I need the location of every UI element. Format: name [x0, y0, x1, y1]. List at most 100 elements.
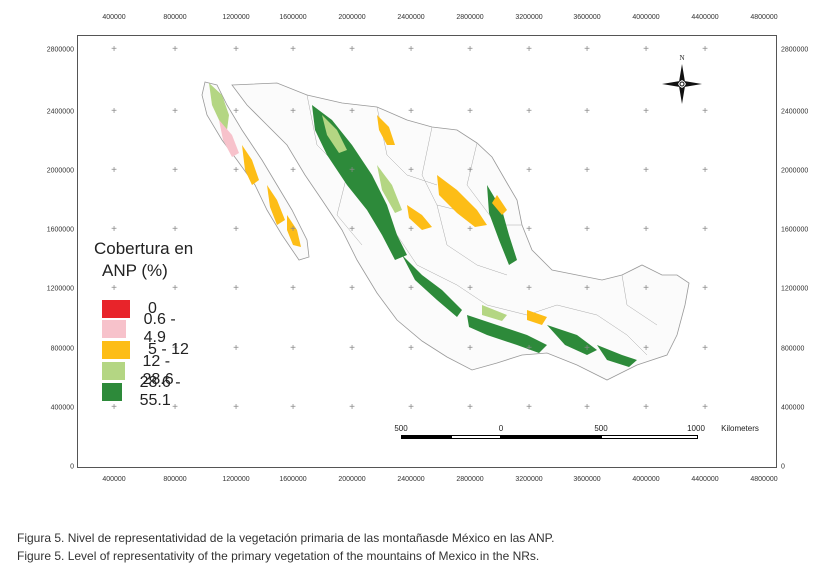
grid-cross: +: [233, 44, 239, 55]
legend-swatch: [102, 383, 122, 401]
grid-cross: +: [290, 343, 296, 354]
grid-cross: +: [526, 106, 532, 117]
grid-cross: +: [526, 44, 532, 55]
top-x-tick: 1600000: [279, 14, 307, 21]
grid-cross: +: [526, 283, 532, 294]
legend-swatch: [102, 320, 126, 338]
top-x-tick: 400000: [102, 14, 126, 21]
legend-label: 12 - 28.6: [142, 353, 174, 388]
grid-cross: +: [643, 106, 649, 117]
legend-title: Cobertura en ANP (%): [94, 238, 193, 282]
bottom-x-tick: 4800000: [750, 476, 778, 483]
grid-cross: +: [643, 402, 649, 413]
top-x-tick: 2000000: [338, 14, 366, 21]
grid-cross: +: [349, 106, 355, 117]
north-label: N: [679, 54, 684, 62]
grid-cross: +: [467, 44, 473, 55]
grid-cross: +: [172, 402, 178, 413]
top-x-tick: 2800000: [456, 14, 484, 21]
legend: Cobertura en ANP (%) 0 0.6 - 4.9 5 - 12 …: [94, 238, 193, 409]
scale-label: 500: [394, 424, 408, 433]
north-arrow-icon: N: [662, 54, 702, 104]
grid-cross: +: [467, 343, 473, 354]
caption-spanish: Figura 5. Nivel de representatividad de …: [17, 531, 555, 545]
grid-cross: +: [408, 224, 414, 235]
legend-item: 28.6 - 55.1: [102, 374, 193, 409]
grid-cross: +: [349, 402, 355, 413]
legend-title-line1: Cobertura en: [94, 239, 194, 258]
legend-label: 5 - 12: [148, 341, 189, 358]
grid-cross: +: [290, 224, 296, 235]
grid-cross: +: [111, 283, 117, 294]
grid-cross: +: [233, 165, 239, 176]
grid-cross: +: [526, 224, 532, 235]
left-y-tick: 400000: [50, 404, 74, 412]
top-x-tick: 3200000: [515, 14, 543, 21]
bottom-x-tick: 1200000: [222, 476, 250, 483]
top-x-tick: 3600000: [573, 14, 601, 21]
scale-segment: [601, 435, 698, 439]
legend-label: 0: [148, 300, 157, 317]
grid-cross: +: [584, 343, 590, 354]
grid-cross: +: [584, 44, 590, 55]
grid-cross: +: [408, 343, 414, 354]
coverage-patches: [209, 83, 637, 367]
right-y-tick: 1200000: [781, 285, 809, 293]
grid-cross: +: [467, 283, 473, 294]
grid-cross: +: [290, 106, 296, 117]
grid-cross: +: [111, 106, 117, 117]
grid-cross: +: [467, 224, 473, 235]
grid-cross: +: [526, 402, 532, 413]
right-y-tick: 1600000: [781, 226, 809, 234]
top-x-tick: 800000: [163, 14, 187, 21]
bottom-x-tick: 4000000: [632, 476, 660, 483]
left-y-tick: 1200000: [46, 285, 74, 293]
scale-segment: [501, 435, 601, 439]
grid-cross: +: [702, 106, 708, 117]
grid-cross: +: [349, 44, 355, 55]
grid-cross: +: [643, 224, 649, 235]
scale-segment: [451, 435, 501, 439]
left-y-tick: 0: [70, 463, 74, 471]
left-y-tick: 2400000: [46, 108, 74, 116]
grid-cross: +: [290, 165, 296, 176]
grid-cross: +: [233, 402, 239, 413]
grid-cross: +: [584, 402, 590, 413]
grid-cross: +: [526, 343, 532, 354]
grid-cross: +: [172, 224, 178, 235]
scale-unit: Kilometers: [721, 424, 759, 433]
grid-cross: +: [349, 165, 355, 176]
legend-swatch: [102, 300, 130, 318]
grid-cross: +: [233, 343, 239, 354]
grid-cross: +: [233, 224, 239, 235]
legend-item: 12 - 28.6: [102, 353, 193, 388]
grid-cross: +: [172, 44, 178, 55]
scale-label: 500: [594, 424, 608, 433]
grid-cross: +: [584, 283, 590, 294]
left-y-tick: 2000000: [46, 167, 74, 175]
right-y-tick: 2800000: [781, 46, 809, 54]
left-y-tick: 1600000: [46, 226, 74, 234]
grid-cross: +: [172, 283, 178, 294]
grid-cross: +: [349, 283, 355, 294]
top-x-tick: 4400000: [691, 14, 719, 21]
bottom-x-tick: 3200000: [515, 476, 543, 483]
grid-cross: +: [702, 165, 708, 176]
grid-cross: +: [111, 165, 117, 176]
bottom-x-tick: 3600000: [573, 476, 601, 483]
legend-title-line2: ANP (%): [102, 261, 168, 280]
grid-cross: +: [584, 106, 590, 117]
grid-cross: +: [643, 283, 649, 294]
left-y-tick: 2800000: [46, 46, 74, 54]
left-y-tick: 800000: [50, 345, 74, 353]
grid-cross: +: [111, 44, 117, 55]
grid-cross: +: [172, 165, 178, 176]
legend-item: 0.6 - 4.9: [102, 311, 193, 346]
grid-cross: +: [467, 106, 473, 117]
caption-english: Figure 5. Level of representativity of t…: [17, 549, 540, 563]
right-y-tick: 2000000: [781, 167, 809, 175]
bottom-x-tick: 800000: [163, 476, 187, 483]
grid-cross: +: [111, 402, 117, 413]
grid-cross: +: [111, 224, 117, 235]
legend-item: 5 - 12: [102, 341, 189, 359]
